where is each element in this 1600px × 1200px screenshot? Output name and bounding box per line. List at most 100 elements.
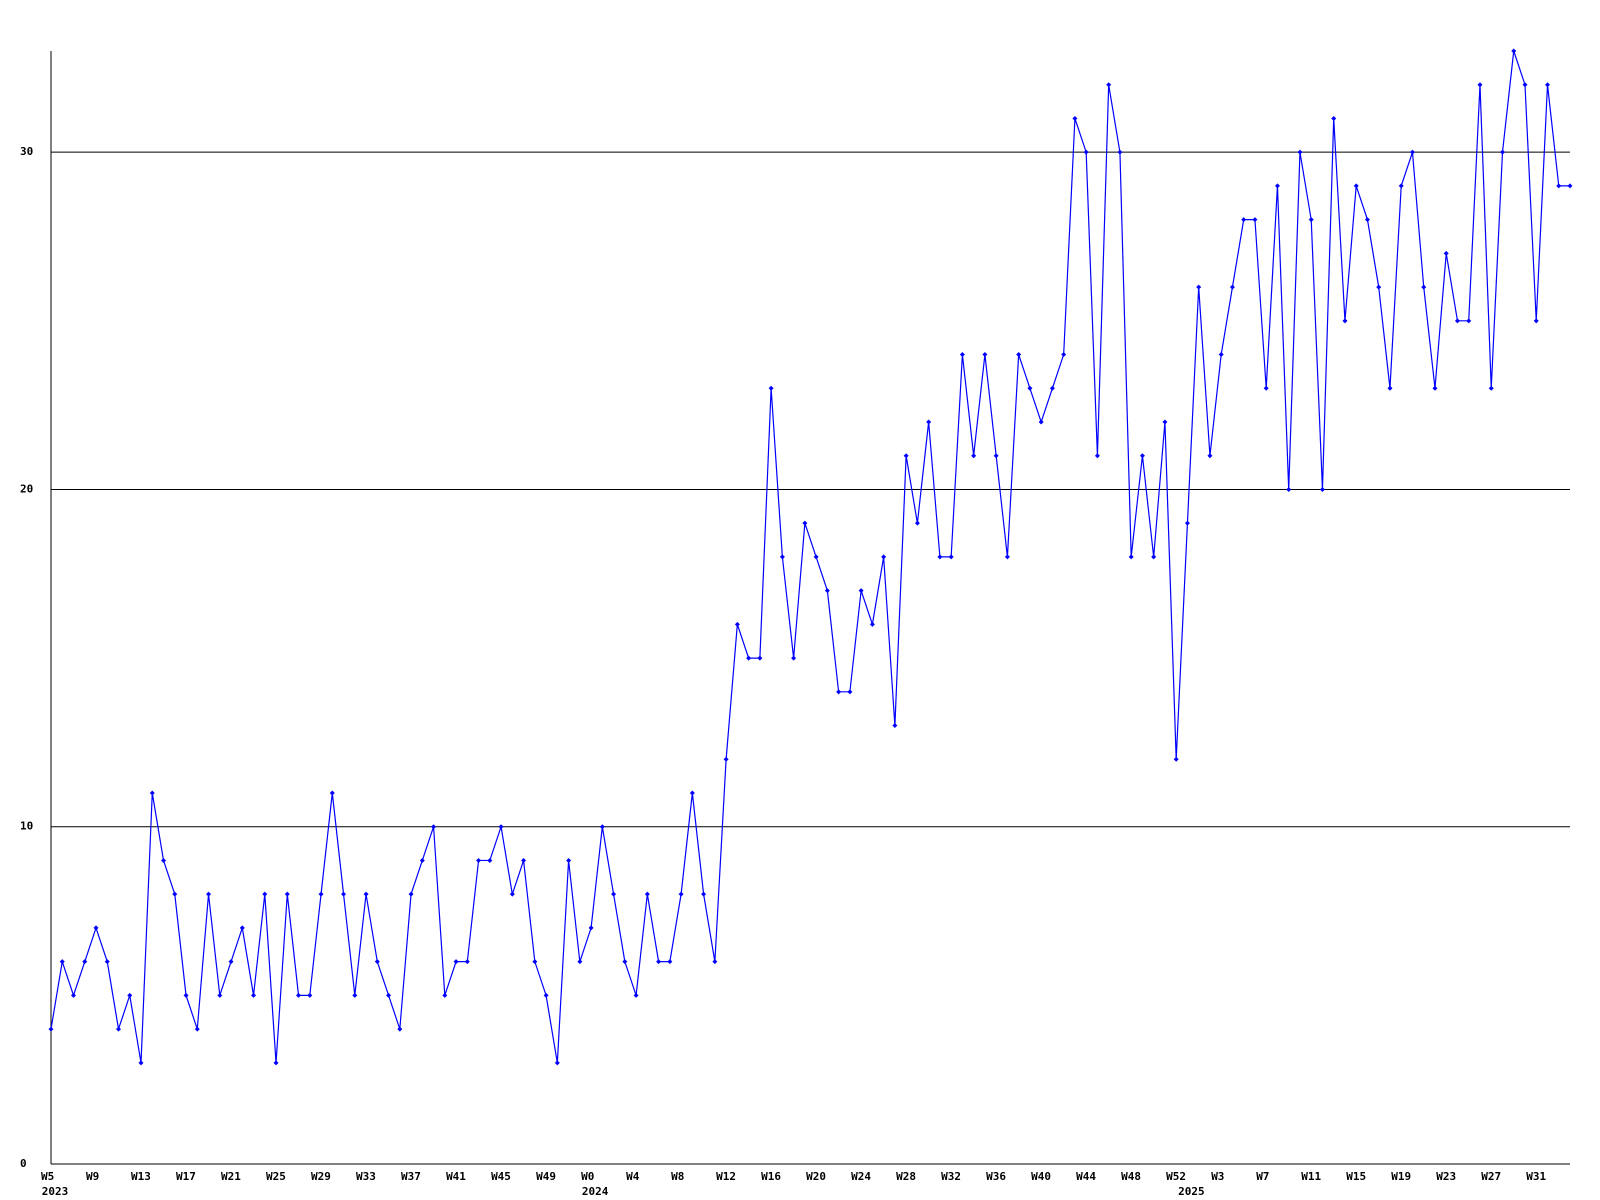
data-point bbox=[599, 824, 605, 830]
data-point bbox=[1061, 352, 1067, 358]
data-point bbox=[554, 1060, 560, 1066]
data-point bbox=[1274, 183, 1280, 189]
x-tick-label: W13 bbox=[131, 1170, 151, 1183]
data-point bbox=[1511, 48, 1517, 54]
data-point bbox=[813, 554, 819, 560]
data-point bbox=[82, 959, 88, 965]
data-point bbox=[408, 891, 414, 897]
x-tick-label: W20 bbox=[806, 1170, 826, 1183]
data-point bbox=[678, 891, 684, 897]
data-point bbox=[622, 959, 628, 965]
data-point bbox=[1353, 183, 1359, 189]
data-point bbox=[1229, 284, 1235, 290]
x-tick-label: W7 bbox=[1256, 1170, 1269, 1183]
data-point bbox=[532, 959, 538, 965]
x-tick-label: W0 bbox=[581, 1170, 594, 1183]
x-tick-label: W16 bbox=[761, 1170, 781, 1183]
data-point bbox=[206, 891, 212, 897]
x-tick-label: W4 bbox=[626, 1170, 640, 1183]
x-tick-label: W49 bbox=[536, 1170, 556, 1183]
x-tick-label: W11 bbox=[1301, 1170, 1321, 1183]
data-point bbox=[464, 959, 470, 965]
data-point bbox=[194, 1026, 200, 1032]
data-point bbox=[487, 857, 493, 863]
data-point bbox=[779, 554, 785, 560]
data-line bbox=[50, 50, 1570, 1063]
data-point bbox=[948, 554, 954, 560]
data-point bbox=[836, 689, 842, 695]
data-point bbox=[1364, 217, 1370, 223]
data-point bbox=[1454, 318, 1460, 324]
x-tick-label: W17 bbox=[176, 1170, 196, 1183]
x-tick-label: W21 bbox=[221, 1170, 241, 1183]
data-point bbox=[1297, 149, 1303, 155]
data-point bbox=[869, 621, 875, 627]
data-point bbox=[352, 992, 358, 998]
data-point bbox=[1443, 250, 1449, 256]
data-point bbox=[1173, 756, 1179, 762]
data-point bbox=[1522, 82, 1528, 88]
data-point bbox=[1533, 318, 1539, 324]
data-point bbox=[588, 925, 594, 931]
data-point bbox=[149, 790, 155, 796]
data-point bbox=[791, 655, 797, 661]
data-point bbox=[1286, 486, 1292, 492]
x-tick-label: W25 bbox=[266, 1170, 286, 1183]
year-label: 2023 bbox=[42, 1185, 69, 1198]
data-point bbox=[1218, 352, 1224, 358]
data-point bbox=[903, 453, 909, 459]
data-point bbox=[419, 857, 425, 863]
data-point bbox=[363, 891, 369, 897]
data-point bbox=[442, 992, 448, 998]
data-point bbox=[307, 992, 313, 998]
data-point bbox=[1252, 217, 1258, 223]
data-point bbox=[1072, 115, 1078, 121]
data-point bbox=[296, 992, 302, 998]
data-point bbox=[1241, 217, 1247, 223]
data-point bbox=[397, 1026, 403, 1032]
data-point bbox=[1376, 284, 1382, 290]
data-point bbox=[757, 655, 763, 661]
data-point bbox=[633, 992, 639, 998]
data-point bbox=[1544, 82, 1550, 88]
x-tick-label: W9 bbox=[86, 1170, 99, 1183]
data-point bbox=[768, 385, 774, 391]
data-point bbox=[1038, 419, 1044, 425]
data-point bbox=[1466, 318, 1472, 324]
x-tick-label: W52 bbox=[1166, 1170, 1186, 1183]
data-point bbox=[116, 1026, 122, 1032]
data-point bbox=[138, 1060, 144, 1066]
data-point bbox=[1139, 453, 1145, 459]
x-tick-label: W5 bbox=[41, 1170, 54, 1183]
x-tick-label: W24 bbox=[851, 1170, 871, 1183]
y-tick-label: 10 bbox=[20, 820, 33, 833]
data-point bbox=[1556, 183, 1562, 189]
data-point bbox=[723, 756, 729, 762]
x-tick-label: W44 bbox=[1076, 1170, 1096, 1183]
data-point bbox=[734, 621, 740, 627]
data-point bbox=[161, 857, 167, 863]
data-point bbox=[1342, 318, 1348, 324]
x-tick-label: W12 bbox=[716, 1170, 736, 1183]
data-point bbox=[453, 959, 459, 965]
data-point bbox=[543, 992, 549, 998]
data-point bbox=[982, 352, 988, 358]
x-tick-label: W45 bbox=[491, 1170, 511, 1183]
data-point bbox=[1308, 217, 1314, 223]
year-label: 2025 bbox=[1178, 1185, 1205, 1198]
data-point bbox=[1128, 554, 1134, 560]
data-point bbox=[689, 790, 695, 796]
data-point bbox=[251, 992, 257, 998]
y-tick-label: 30 bbox=[20, 145, 33, 158]
year-label: 2024 bbox=[582, 1185, 609, 1198]
data-point bbox=[1263, 385, 1269, 391]
x-tick-label: W23 bbox=[1436, 1170, 1456, 1183]
data-point bbox=[172, 891, 178, 897]
data-point bbox=[217, 992, 223, 998]
data-point bbox=[644, 891, 650, 897]
data-point bbox=[476, 857, 482, 863]
data-point bbox=[926, 419, 932, 425]
data-point bbox=[1432, 385, 1438, 391]
data-point bbox=[1016, 352, 1022, 358]
